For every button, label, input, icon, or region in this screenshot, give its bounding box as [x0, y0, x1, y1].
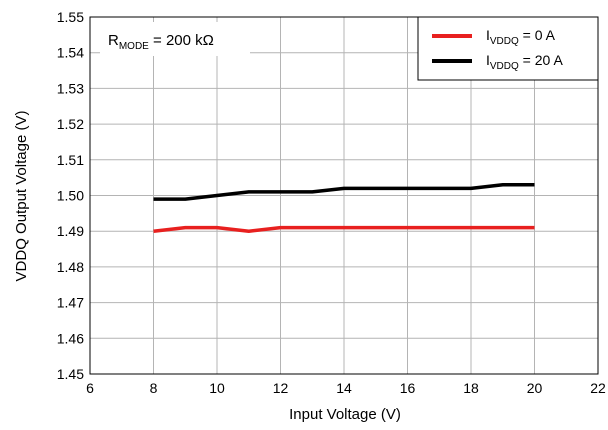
y-tick-label: 1.46: [57, 330, 84, 346]
annotation-rmode: RMODE = 200 kΩ: [100, 22, 250, 56]
legend-box: [417, 16, 599, 81]
x-tick-label: 6: [86, 380, 94, 396]
y-axis-title: VDDQ Output Voltage (V): [13, 111, 30, 282]
annotation-bg: [100, 22, 250, 56]
y-tick-label: 1.50: [57, 188, 84, 204]
legend-20a-sub: VDDQ: [490, 61, 519, 72]
legend-label-0a: IVDDQ = 0 A: [486, 27, 556, 47]
legend-20a-rest: = 20 A: [519, 52, 564, 68]
x-tick-label: 18: [463, 380, 479, 396]
y-tick-label: 1.45: [57, 366, 84, 382]
annotation-sub: MODE: [119, 41, 149, 52]
plot-frame: [89, 16, 599, 375]
y-tick-labels: 1.45 1.46 1.47 1.48 1.49 1.50 1.51 1.52 1.53 1.54…: [57, 9, 84, 382]
series-lines: [153, 183, 535, 233]
y-tick-label: 1.53: [57, 80, 84, 96]
legend: IVDDQ = 0 A IVDDQ = 20 A: [417, 16, 599, 81]
y-tick-label: 1.47: [57, 295, 84, 311]
x-tick-label: 12: [273, 380, 289, 396]
x-tick-label: 22: [590, 380, 606, 396]
y-tick-label: 1.51: [57, 152, 84, 168]
x-tick-label: 14: [336, 380, 352, 396]
x-tick-label: 10: [209, 380, 225, 396]
x-tick-label: 16: [400, 380, 416, 396]
legend-0a-rest: = 0 A: [519, 27, 556, 43]
series-line-1: [153, 183, 535, 201]
y-tick-label: 1.48: [57, 259, 84, 275]
annotation-rest: = 200 kΩ: [149, 32, 214, 49]
y-tick-label: 1.49: [57, 223, 84, 239]
series-line-0: [153, 225, 535, 233]
legend-20a-main: I: [486, 52, 490, 68]
y-tick-label: 1.54: [57, 45, 84, 61]
y-tick-label: 1.55: [57, 9, 84, 25]
annotation-main: R: [108, 32, 119, 49]
annotation-text: RMODE = 200 kΩ: [108, 32, 214, 52]
legend-label-20a: IVDDQ = 20 A: [486, 52, 563, 72]
y-tick-label: 1.52: [57, 116, 84, 132]
x-axis-title: Input Voltage (V): [289, 406, 401, 423]
x-tick-label: 8: [150, 380, 158, 396]
legend-0a-sub: VDDQ: [490, 36, 519, 47]
x-tick-labels: 6 8 10 12 14 16 18 20 22: [86, 380, 606, 396]
legend-0a-main: I: [486, 27, 490, 43]
x-tick-label: 20: [527, 380, 543, 396]
